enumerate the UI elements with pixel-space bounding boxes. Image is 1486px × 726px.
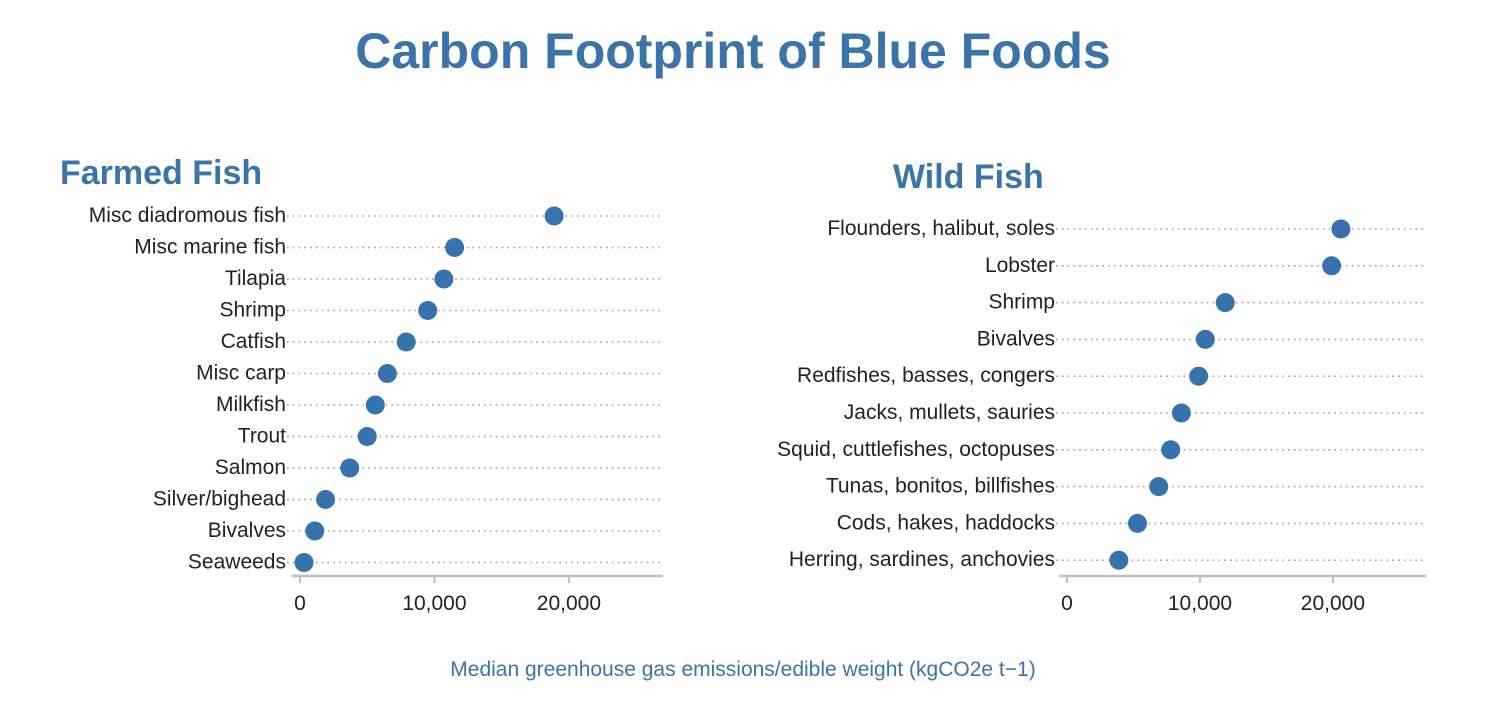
farmed-data-point [357, 427, 377, 446]
farmed-data-point [365, 395, 385, 415]
farmed-data-point [340, 458, 360, 478]
wild-data-point [1109, 550, 1129, 570]
farmed-category-label: Salmon [215, 456, 286, 479]
wild-x-tick-label: 10,000 [1168, 592, 1232, 615]
farmed-category-label: Misc marine fish [134, 236, 286, 259]
farmed-category-label: Misc diadromous fish [89, 204, 286, 227]
farmed-category-label: Silver/bighead [153, 488, 286, 511]
chart-title: Carbon Footprint of Blue Foods [355, 23, 1111, 79]
farmed-x-tick-label: 0 [294, 592, 306, 615]
wild-data-point [1189, 366, 1209, 386]
farmed-category-label: Tilapia [225, 267, 286, 290]
wild-data-point [1215, 293, 1235, 313]
farmed-x-tick-label: 10,000 [402, 592, 466, 615]
wild-panel-title: Wild Fish [893, 158, 1044, 196]
farmed-data-point [316, 490, 336, 509]
wild-data-point [1171, 403, 1191, 423]
wild-data-point [1127, 513, 1147, 533]
farmed-category-label: Shrimp [219, 299, 286, 322]
farmed-data-point [305, 521, 325, 541]
farmed-category-label: Milkfish [216, 393, 286, 416]
farmed-category-label: Trout [238, 425, 286, 448]
farmed-category-label: Catfish [221, 330, 286, 353]
wild-category-label: Flounders, halibut, soles [827, 217, 1055, 240]
wild-x-tick-label: 20,000 [1301, 592, 1365, 615]
x-axis-label: Median greenhouse gas emissions/edible w… [450, 658, 1036, 681]
farmed-x-tick-label: 20,000 [537, 592, 601, 615]
wild-data-point [1331, 219, 1351, 239]
farmed-data-point [396, 332, 416, 352]
farmed-category-label: Bivalves [208, 519, 286, 542]
wild-x-tick-label: 0 [1061, 592, 1073, 615]
wild-data-point [1161, 440, 1181, 460]
farmed-category-label: Seaweeds [188, 551, 286, 574]
farmed-category-label: Misc carp [196, 362, 286, 385]
wild-category-label: Shrimp [988, 291, 1055, 314]
farmed-data-point [544, 206, 564, 226]
wild-category-label: Bivalves [977, 327, 1055, 350]
wild-category-label: Tunas, bonitos, billfishes [826, 475, 1055, 498]
wild-data-point [1322, 256, 1342, 276]
farmed-panel-title: Farmed Fish [60, 154, 263, 192]
wild-category-label: Squid, cuttlefishes, octopuses [777, 438, 1055, 461]
farmed-data-point [418, 301, 438, 320]
wild-data-point [1195, 329, 1215, 349]
wild-category-label: Jacks, mullets, sauries [844, 401, 1055, 424]
wild-category-label: Redfishes, basses, congers [797, 364, 1055, 387]
farmed-data-point [434, 269, 454, 289]
wild-category-label: Herring, sardines, anchovies [789, 548, 1055, 571]
wild-data-point [1149, 477, 1169, 497]
farmed-data-point [445, 238, 465, 257]
wild-category-label: Cods, hakes, haddocks [837, 511, 1055, 534]
wild-category-label: Lobster [985, 254, 1055, 277]
farmed-data-point [294, 553, 314, 572]
farmed-data-point [377, 364, 397, 383]
